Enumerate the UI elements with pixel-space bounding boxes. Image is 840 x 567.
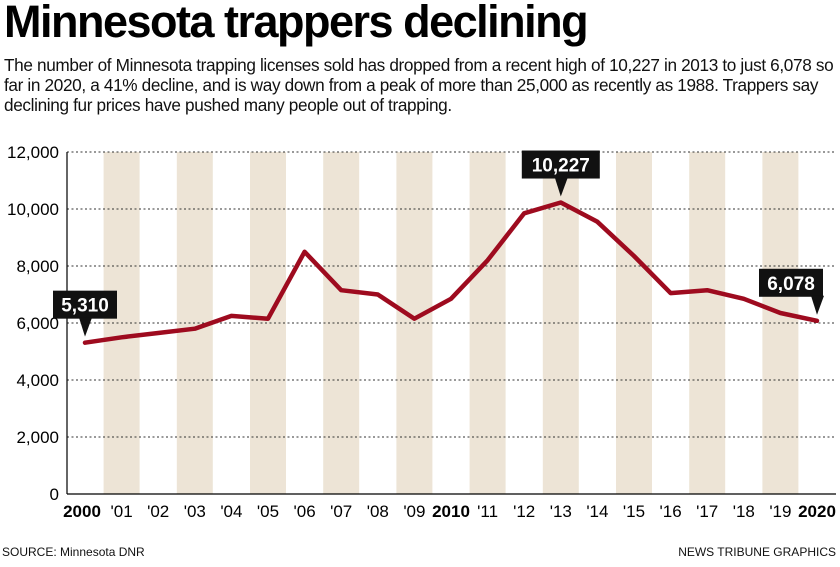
data-point-2003 — [193, 326, 197, 331]
data-point-2008 — [376, 292, 380, 297]
callout-2000: 5,310 — [53, 290, 117, 337]
y-tick-label: 10,000 — [7, 200, 59, 219]
x-tick-label: '09 — [403, 502, 425, 521]
x-tick-label: '11 — [477, 502, 498, 521]
data-point-2004 — [229, 314, 234, 318]
data-point-2007 — [339, 288, 344, 293]
series-group — [82, 200, 820, 345]
y-tick-label: 12,000 — [7, 143, 59, 162]
data-point-2002 — [156, 331, 160, 335]
data-point-2015 — [632, 254, 636, 258]
x-axis-ticks: 2000 '01 '02 '03 '04 '05 '06 '07 '08 '09 2010 '11 '1… — [63, 502, 836, 521]
x-tick-label: '07 — [330, 502, 352, 521]
data-point-2014 — [595, 220, 600, 224]
x-tick-label: '12 — [513, 502, 535, 521]
x-tick-label: '06 — [294, 502, 316, 521]
data-point-2005 — [266, 316, 270, 321]
callout-box — [521, 150, 600, 179]
x-tick-label: '14 — [586, 502, 608, 521]
y-axis-ticks: 0 2,000 4,000 6,000 8,000 10,000 12,000 — [7, 143, 59, 504]
x-tick-label: '15 — [623, 502, 645, 521]
x-tick-label: '18 — [733, 502, 755, 521]
x-tick-label: '05 — [257, 502, 279, 521]
data-point-2016 — [668, 291, 673, 295]
data-point-2012 — [522, 211, 526, 216]
axes — [66, 152, 836, 495]
data-point-2009 — [412, 316, 417, 321]
chart-title: Minnesota trappers declining — [4, 0, 589, 47]
y-tick-label: 0 — [50, 485, 59, 504]
data-point-2011 — [485, 258, 490, 263]
callout-label: 6,078 — [767, 274, 815, 295]
y-tick-label: 4,000 — [16, 371, 59, 390]
chart-subtitle: The number of Minnesota trapping license… — [4, 55, 834, 115]
data-point-2019 — [778, 311, 783, 315]
x-tick-label: '19 — [769, 502, 791, 521]
data-point-2006 — [302, 249, 307, 254]
graphics-credit: NEWS TRIBUNE GRAPHICS — [678, 545, 836, 559]
data-point-2001 — [119, 335, 124, 340]
callout-box — [53, 290, 117, 319]
x-tick-label: 2020 — [798, 502, 836, 521]
y-tick-label: 2,000 — [16, 428, 59, 447]
callout-pointer — [79, 317, 92, 337]
callout-box — [759, 268, 823, 297]
year-band-2005 — [250, 152, 286, 494]
callout-2020: 6,078 — [759, 268, 824, 315]
y-tick-label: 8,000 — [16, 257, 59, 276]
x-tick-label: '01 — [111, 502, 133, 521]
y-tick-label: 6,000 — [16, 314, 59, 333]
x-tick-label: '13 — [550, 502, 572, 521]
gridlines — [67, 151, 836, 438]
x-tick-label: '03 — [184, 502, 206, 521]
source-note: SOURCE: Minnesota DNR — [2, 545, 145, 559]
x-tick-label: '08 — [367, 502, 389, 521]
data-point-2013 — [559, 200, 563, 205]
callout-pointer — [811, 295, 824, 315]
callouts: 5,310 10,227 6,078 — [53, 150, 824, 337]
data-point-2010 — [449, 296, 453, 301]
callout-pointer — [554, 177, 568, 197]
callout-label: 5,310 — [61, 296, 109, 317]
data-point-2017 — [705, 288, 709, 293]
callout-label: 10,227 — [532, 156, 590, 177]
data-point-2000 — [83, 340, 87, 345]
data-point-2020 — [815, 318, 819, 323]
x-tick-label: '04 — [220, 502, 242, 521]
data-point-2018 — [742, 296, 746, 301]
x-tick-label: '16 — [660, 502, 682, 521]
x-tick-label: '17 — [696, 502, 718, 521]
x-tick-label: 2000 — [63, 502, 101, 521]
x-tick-label: '02 — [147, 502, 169, 521]
x-tick-label: 2010 — [432, 502, 470, 521]
callout-2013: 10,227 — [521, 150, 600, 197]
